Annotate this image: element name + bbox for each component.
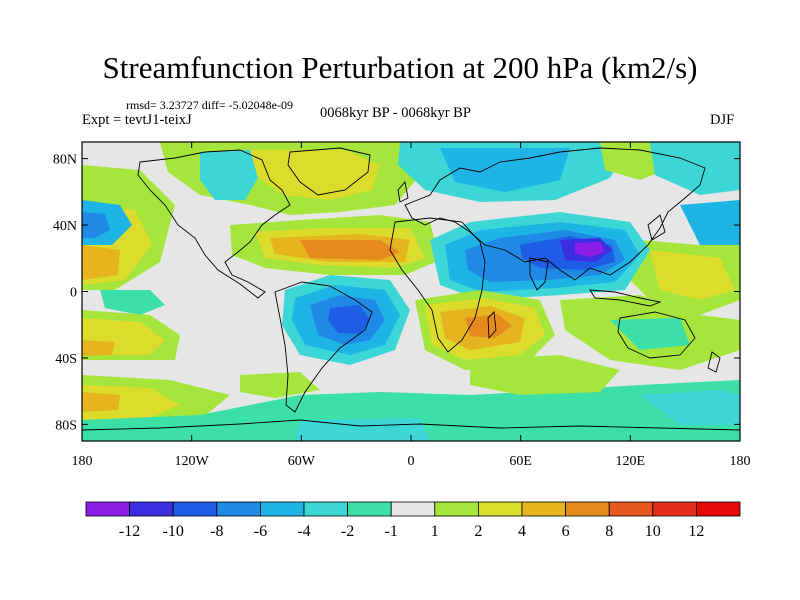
contour-australia-negative	[610, 318, 690, 350]
colorbar-label: 10	[645, 523, 661, 540]
contour-southern-ocean-positive	[470, 355, 620, 395]
lon-label: 60E	[509, 454, 532, 469]
colorbar-label: -8	[210, 523, 223, 540]
contour-west-pacific-yellow	[650, 250, 735, 300]
colorbar-swatch	[216, 501, 261, 517]
colorbar-label: 4	[518, 523, 526, 540]
lon-label: 120E	[616, 454, 646, 469]
coastline-greenland	[287, 147, 371, 196]
colorbar-label: -10	[163, 523, 184, 540]
coastline-africa	[389, 217, 486, 353]
lon-label: 60W	[288, 454, 316, 469]
colorbar-label: -1	[385, 523, 398, 540]
lat-label: 0	[70, 286, 77, 301]
colorbar-label: 1	[431, 523, 439, 540]
coastline-uk	[397, 181, 409, 203]
contour-antarctic-negative	[295, 418, 430, 441]
contour-east-pacific-negative	[100, 290, 165, 315]
colorbar-label: 12	[688, 523, 704, 540]
coastline-india	[529, 257, 549, 291]
colorbar-label: -12	[119, 523, 140, 540]
contour-arctic-europe-negative-inner	[440, 148, 570, 192]
colorbar-swatch	[652, 501, 697, 517]
contour-south-pacific-yellow	[82, 385, 180, 420]
colorbar-label: -6	[254, 523, 267, 540]
contour-fields	[82, 142, 740, 441]
coastlines	[82, 147, 740, 431]
colorbar-label: 8	[605, 523, 613, 540]
contour-asia-negative-core	[575, 242, 605, 257]
colorbar: -12 -10 -8 -6 -4 -2 -1 1 2 4 6 8 10 12	[85, 501, 741, 540]
colorbar-swatch	[390, 501, 436, 517]
lon-label: 0	[408, 454, 415, 469]
colorbar-swatch	[696, 501, 741, 517]
coastline-japan	[647, 214, 666, 241]
experiment-label: Expt = tevtJ1-teixJ	[82, 112, 192, 128]
colorbar-swatch	[172, 501, 218, 517]
contour-nw-pacific-negative-east	[680, 200, 740, 245]
colorbar-swatch	[565, 501, 610, 517]
lon-label: 120W	[175, 454, 210, 469]
colorbar-label: -4	[297, 523, 310, 540]
contour-tropical-pacific-orange	[82, 340, 115, 356]
colorbar-swatch	[608, 501, 654, 517]
lon-label: 180	[72, 454, 93, 469]
contour-south-pacific-orange	[82, 392, 120, 412]
coastline-new-zealand	[707, 351, 721, 373]
colorbar-label: 6	[562, 523, 570, 540]
colorbar-swatch	[85, 501, 130, 517]
lat-label: 80S	[55, 418, 77, 433]
contour-south-america-negative-4	[328, 305, 370, 334]
colorbar-swatch	[477, 501, 523, 517]
contour-nw-pacific-negative	[650, 142, 740, 195]
colorbar-swatch	[521, 501, 566, 517]
axis-ticks: 80N 40N 0 40S 80S 180 120W 60W 0 60E 120E 180	[53, 142, 751, 469]
coastline-australia	[617, 311, 696, 359]
lat-label: 40N	[53, 219, 77, 234]
lat-label: 40S	[55, 352, 77, 367]
contour-atlantic-positive-core	[300, 240, 400, 260]
coastline-south-america	[274, 281, 373, 413]
colorbar-swatch	[259, 501, 305, 517]
coastline-madagascar	[487, 311, 497, 340]
colorbar-swatch	[129, 501, 174, 517]
colorbar-label: 2	[474, 523, 482, 540]
coastline-indonesia	[589, 289, 662, 307]
contour-ne-pacific-negative-inner	[82, 212, 110, 238]
stats-label: rmsd= 3.23727 diff= -5.02048e-09	[126, 98, 293, 112]
contour-south-indian-negative	[640, 390, 740, 425]
lon-label: 180	[730, 454, 751, 469]
map-title: Streamfunction Perturbation at 200 hPa (…	[102, 50, 698, 85]
colorbar-label: -2	[341, 523, 354, 540]
contour-central-pacific-orange	[82, 245, 120, 280]
coastline-north-america	[137, 149, 291, 299]
coastline-antarctica	[82, 419, 740, 431]
season-label: DJF	[710, 112, 735, 128]
colorbar-swatch	[434, 501, 479, 517]
colorbar-swatch	[347, 501, 392, 517]
contour-canada-negative	[200, 150, 258, 200]
lat-label: 80N	[53, 153, 77, 168]
period-label: 0068kyr BP - 0068kyr BP	[320, 105, 471, 121]
colorbar-swatch	[303, 501, 348, 517]
contour-south-atlantic-positive	[240, 372, 320, 398]
